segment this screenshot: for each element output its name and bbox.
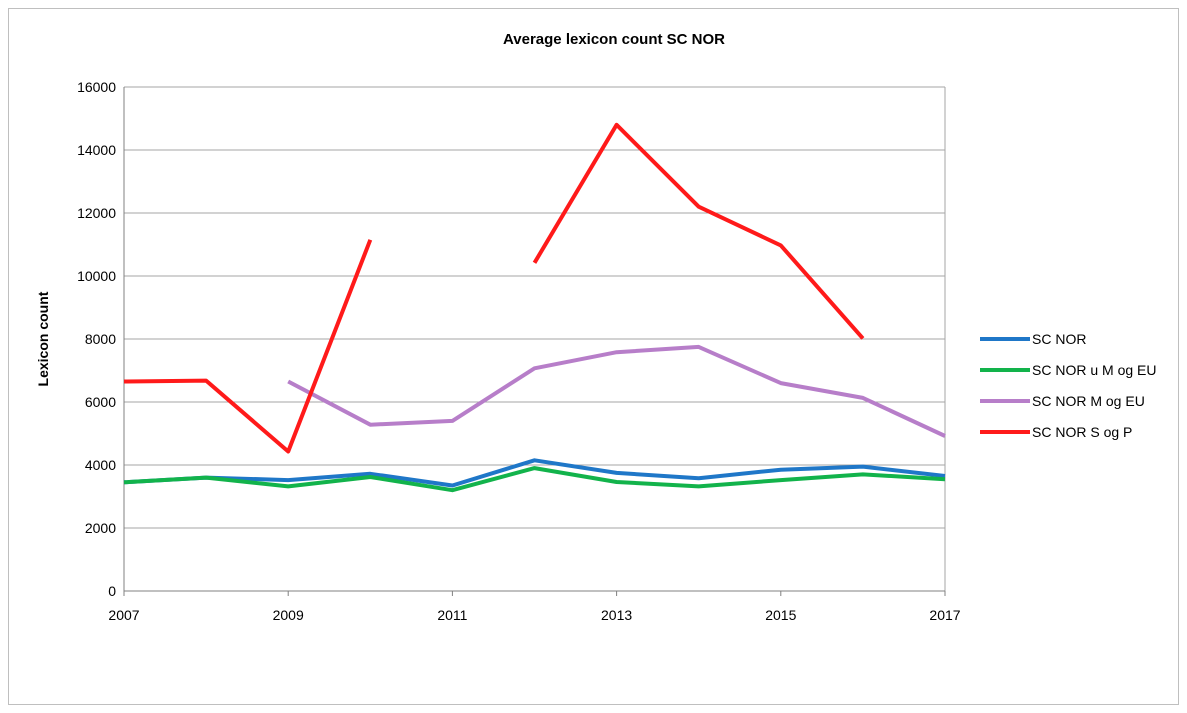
legend-label: SC NOR S og P	[1032, 424, 1132, 440]
legend: SC NOR SC NOR u M og EU SC NOR M og EU SC N…	[980, 331, 1156, 440]
x-tick-label: 2013	[601, 607, 632, 623]
y-tick-label: 6000	[85, 394, 116, 410]
y-tick-label: 0	[108, 583, 116, 599]
y-tick-label: 4000	[85, 457, 116, 473]
legend-label: SC NOR	[1032, 331, 1086, 347]
y-tick-label: 8000	[85, 331, 116, 347]
legend-label: SC NOR u M og EU	[1032, 362, 1156, 378]
x-tick-label: 2015	[765, 607, 796, 623]
series-lines	[123, 122, 946, 493]
y-tick-label: 10000	[77, 268, 116, 284]
series-line-3	[123, 239, 373, 454]
chart-title: Average lexicon count SC NOR	[503, 31, 725, 48]
x-tick-label: 2007	[108, 607, 139, 623]
series-line-2	[287, 344, 946, 438]
y-axis-title: Lexicon count	[35, 291, 51, 386]
y-tick-label: 14000	[77, 142, 116, 158]
x-tick-label: 2017	[929, 607, 960, 623]
y-tick-label: 2000	[85, 520, 116, 536]
x-tick-label: 2009	[273, 607, 304, 623]
series-line-1	[123, 466, 946, 493]
legend-label: SC NOR M og EU	[1032, 393, 1145, 409]
series-line-3	[532, 122, 865, 340]
x-tick-label: 2011	[437, 607, 467, 623]
axes: 0 2000 4000 6000 8000 10000 12000 14000 16000 200…	[77, 79, 961, 623]
series-line-0	[123, 458, 946, 488]
y-tick-label: 16000	[77, 79, 116, 95]
gridlines	[124, 86, 945, 529]
y-tick-label: 12000	[77, 205, 116, 221]
